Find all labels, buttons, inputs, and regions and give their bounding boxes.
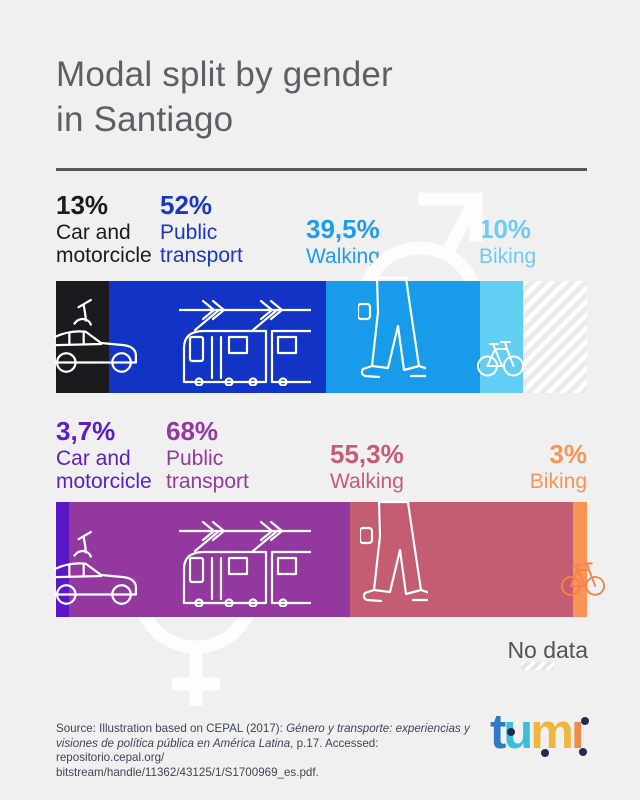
male-label-walking: 39,5% Walking [306,214,380,269]
female-pt-percent: 68% [166,416,219,446]
male-label-car: 13% Car and motorcicle [56,190,152,268]
male-car-label-line1: Car and [56,221,131,244]
female-biking-percent: 3% [549,439,587,469]
bike-icon [477,335,524,378]
logo-dot-i-bottom [579,748,587,756]
female-bar [56,502,587,617]
male-biking-label: Biking [479,245,537,268]
bike-icon [561,556,605,598]
female-biking-label: Biking [529,470,587,493]
tram-icon [179,519,311,607]
female-label-car: 3,7% Car and motorcicle [56,416,152,494]
male-walking-label: Walking [306,245,380,268]
male-pt-percent: 52% [160,190,213,220]
female-segment-public-transport [69,502,350,617]
female-label-walking: 55,3% Walking [330,439,404,494]
tumi-logo: tumı [490,702,600,764]
source-line2: visiones de política pública en América … [56,736,379,765]
page-title-line1: Modal split by gender [56,55,393,94]
female-car-label-line1: Car and [56,447,131,470]
male-pt-label-line1: Public [160,221,218,244]
logo-dot-u [541,749,549,757]
walking-icon [360,500,428,616]
walking-icon [358,276,426,392]
female-pt-label-line1: Public [166,447,224,470]
female-pt-label-line2: transport [166,470,249,493]
source-note: Source: Illustration based on CEPAL (201… [56,722,488,780]
female-walking-percent: 55,3% [330,439,404,469]
logo-dot-i-top [581,717,589,725]
source-line3: bitstream/handle/11362/43125/1/S1700969_… [56,765,319,779]
male-segment-car [56,281,109,393]
tumi-logo-word: tumı [490,705,584,759]
title-underline [56,168,587,171]
female-label-public-transport: 68% Public transport [166,416,249,494]
logo-dot-tu [507,728,515,736]
no-data-hatch-swatch [521,662,554,670]
female-segment-biking [573,502,587,617]
male-car-label-line2: motorcicle [56,244,152,267]
male-walking-percent: 39,5% [306,214,380,244]
male-label-public-transport: 52% Public transport [160,190,243,268]
male-pt-label-line2: transport [160,244,243,267]
source-line1: Source: Illustration based on CEPAL (201… [56,722,470,735]
no-data-label: No data [507,637,588,663]
female-segment-walking [350,502,573,617]
male-segment-no-data [523,281,587,393]
car-icon [54,296,140,388]
female-label-biking: 3% Biking [480,439,587,494]
page-title-line2: in Santiago [56,100,234,139]
tram-icon [179,298,311,386]
female-walking-label: Walking [330,470,404,493]
male-biking-percent: 10% [479,214,532,244]
female-car-percent: 3,7% [56,416,116,446]
male-segment-walking [326,281,480,393]
female-car-label-line2: motorcicle [56,470,152,493]
male-car-percent: 13% [56,190,109,220]
car-icon [54,528,140,620]
page-title: Modal split by gender in Santiago [56,52,393,142]
male-label-biking: 10% Biking [479,214,537,269]
